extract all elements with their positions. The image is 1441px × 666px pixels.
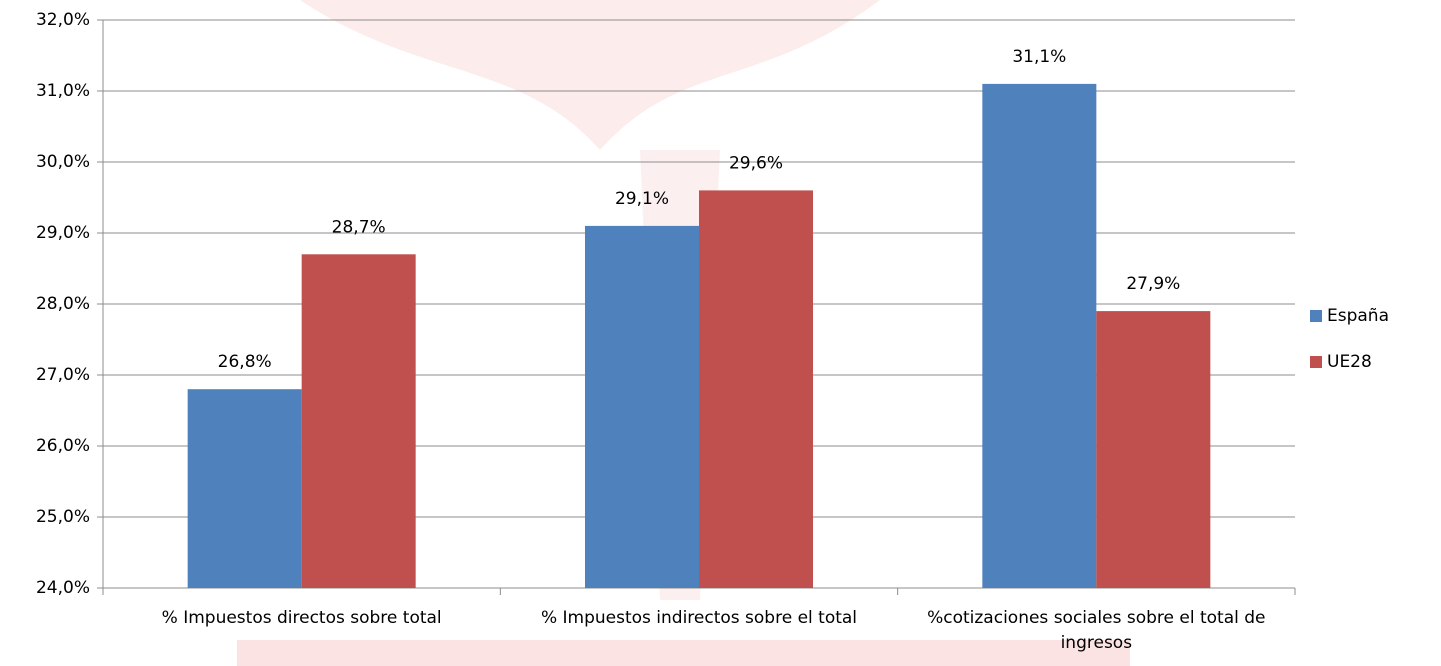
data-label: 31,1%	[1012, 47, 1066, 67]
y-tick-label: 25,0%	[36, 507, 90, 527]
y-tick-label: 32,0%	[36, 10, 90, 30]
legend-label: UE28	[1327, 352, 1372, 372]
y-tick-label: 29,0%	[36, 223, 90, 243]
y-tick-label: 26,0%	[36, 436, 90, 456]
x-tick-label: % Impuestos directos sobre total	[161, 608, 442, 628]
data-label: 27,9%	[1126, 274, 1180, 294]
y-tick-label: 24,0%	[36, 578, 90, 598]
bar	[187, 389, 302, 588]
legend-swatch	[1310, 310, 1322, 322]
background-band	[237, 640, 1130, 666]
bar	[1096, 311, 1211, 588]
legend-swatch	[1310, 356, 1322, 368]
bar	[301, 254, 416, 589]
data-label: 29,1%	[615, 189, 669, 209]
bar	[699, 190, 813, 588]
data-label: 28,7%	[332, 217, 386, 237]
bar	[585, 225, 699, 588]
y-tick-label: 28,0%	[36, 294, 90, 314]
background-watermark	[300, 0, 880, 150]
legend-label: España	[1327, 306, 1389, 326]
data-label: 26,8%	[218, 352, 272, 372]
bar	[982, 83, 1097, 589]
y-tick-label: 27,0%	[36, 365, 90, 385]
x-tick-label: %cotizaciones sociales sobre el total de…	[927, 608, 1266, 653]
y-tick-label: 30,0%	[36, 152, 90, 172]
x-tick-label: % Impuestos indirectos sobre el total	[540, 608, 858, 628]
data-label: 29,6%	[729, 153, 783, 173]
y-tick-label: 31,0%	[36, 81, 90, 101]
